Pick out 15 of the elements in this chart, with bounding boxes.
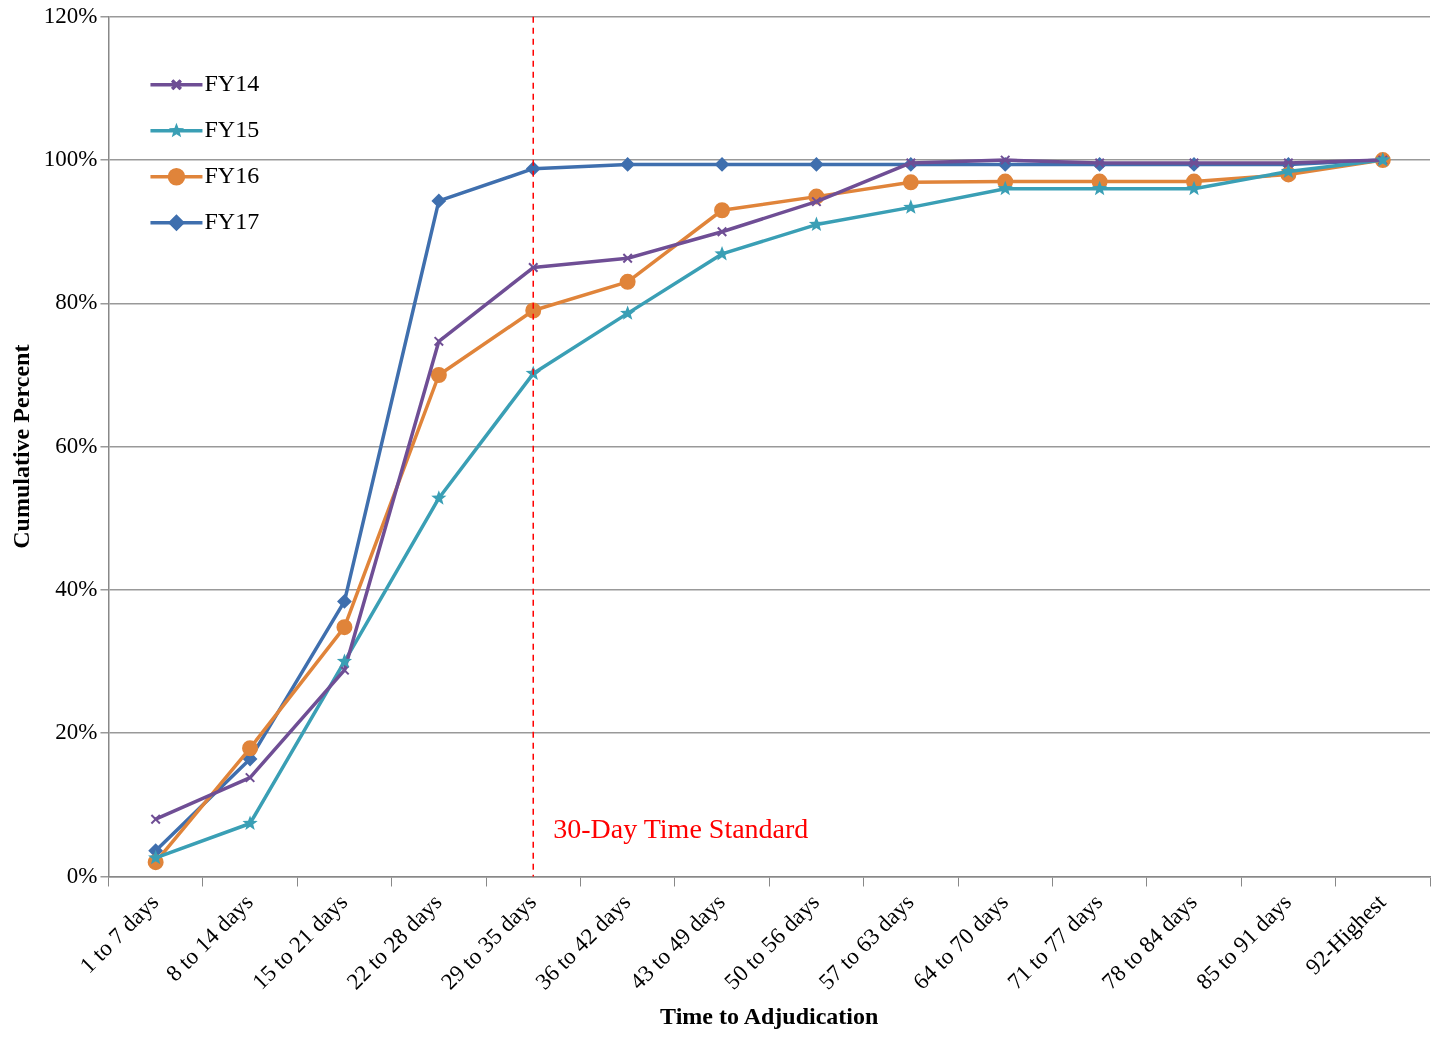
y-tick-label: 0% [66,862,98,888]
y-tick-label: 60% [55,432,98,458]
legend-label: FY15 [204,116,260,143]
y-tick-label: 80% [55,289,98,315]
legend-label: FY14 [204,70,260,97]
ref-line-label: 30-Day Time Standard [553,813,809,845]
y-axis-title: Cumulative Percent [7,344,34,549]
x-tick-label: 1 to 7 days [74,889,164,978]
y-tick-label: 40% [55,575,98,601]
legend-label: FY17 [204,208,260,235]
y-tick-label: 120% [43,2,98,28]
x-axis-title: Time to Adjudication [660,1002,879,1029]
legend-label: FY16 [204,162,260,189]
y-tick-label: 100% [43,146,98,172]
y-tick-label: 20% [55,719,98,745]
